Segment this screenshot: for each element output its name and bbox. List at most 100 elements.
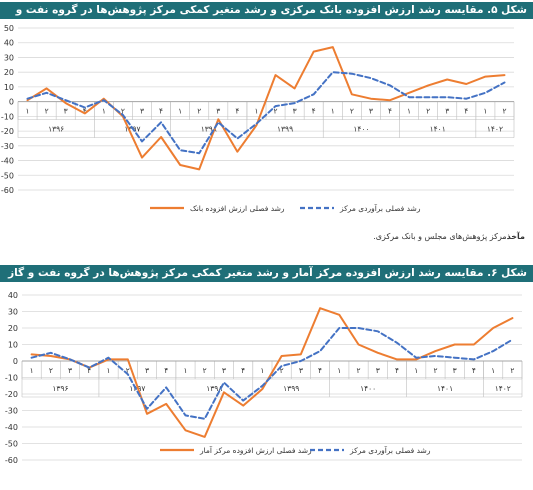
- chart1-quarter-label: ۳: [445, 107, 449, 116]
- chart1-ytick-label: 20: [4, 68, 14, 77]
- chart2-quarter-label: ۳: [299, 366, 303, 375]
- chart1-plot: 50 40 30 20 10 0 -10 -20 -30 -40 -50 -60 ۱ ۲ ۳ ۴ ۱ ۲ ۳ ۴ ۱ ۲ ۳…: [1, 24, 515, 213]
- chart2-year-label: ۱۳۹۶: [52, 384, 68, 393]
- chart2-quarter-label: ۱: [183, 366, 187, 375]
- chart1-quarter-label: ۱: [483, 107, 487, 116]
- chart1-quarter-label: ۲: [121, 107, 125, 116]
- chart1-quarter-label: ۳: [64, 107, 68, 116]
- chart1-quarter-label: ۳: [369, 107, 373, 116]
- chart2-quarter-label: ۳: [68, 366, 72, 375]
- chart2-year-label: ۱۳۹۹: [283, 384, 299, 393]
- chart1-quarter-label: ۴: [312, 107, 316, 116]
- chart1-quarter-label: ۱: [331, 107, 335, 116]
- chart2-plot: 40 30 20 10 0 -10 -20 -30 -40 -50 -60 ۱ ۲ ۳ ۴ ۱ ۲ ۳ ۴ ۱ ۲ ۳ ۴ ۱…: [5, 291, 523, 465]
- chart1-title: شکل ۵. مقایسه رشد ارزش افزوده بانک مرکزی…: [0, 2, 533, 33]
- chart1-quarter-label: ۱: [254, 107, 258, 116]
- chart2-ytick-label: 0: [13, 357, 18, 366]
- chart2-quarter-label: ۲: [510, 366, 514, 375]
- chart1-quarter-label: ۲: [426, 107, 430, 116]
- chart1-year-label: ۱۴۰۱: [430, 125, 446, 134]
- chart2-quarter-label: ۳: [376, 366, 380, 375]
- chart1-quarter-label: ۴: [235, 107, 239, 116]
- chart1-quarter-label: ۳: [140, 107, 144, 116]
- chart2-quarter-label: ۴: [472, 366, 476, 375]
- chart1-ytick-label: 0: [9, 98, 14, 107]
- chart1-ytick-label: 40: [4, 39, 14, 48]
- chart2-quarter-label: ۴: [87, 366, 91, 375]
- chart1-quarter-label: ۴: [464, 107, 468, 116]
- chart1-year-label: ۱۴۰۰: [353, 125, 369, 134]
- chart1-ytick-label: -10: [1, 112, 14, 121]
- chart2-year-label: ۱۳۹۸: [206, 384, 222, 393]
- chart2-ytick-label: -40: [5, 423, 18, 432]
- chart1-year-label: ۱۴۰۲: [487, 125, 503, 134]
- chart1-quarter-label: ۴: [83, 107, 87, 116]
- chart1-quarter-label: ۳: [293, 107, 297, 116]
- chart2-year-label: ۱۴۰۲: [495, 384, 511, 393]
- chart2-quarter-label: ۱: [30, 366, 34, 375]
- chart2-quarter-label: ۴: [241, 366, 245, 375]
- chart1-legend-label-0: رشد فصلی ارزش افزوده بانک: [190, 204, 285, 213]
- chart1-quarter-label: ۱: [178, 107, 182, 116]
- chart2-quarter-label: ۲: [280, 366, 284, 375]
- chart2-ytick-label: -10: [5, 374, 18, 383]
- chart1-ytick-label: -20: [1, 127, 14, 136]
- chart1-quarter-label: ۳: [216, 107, 220, 116]
- chart2-quarter-label: ۳: [222, 366, 226, 375]
- chart2-quarter-label: ۱: [260, 366, 264, 375]
- chart1-year-label: ۱۳۹۹: [277, 125, 293, 134]
- chart2-quarter-label: ۱: [337, 366, 341, 375]
- chart2-quarter-label: ۲: [126, 366, 130, 375]
- chart2-quarter-label: ۴: [395, 366, 399, 375]
- chart2-year-label: ۱۴۰۰: [360, 384, 376, 393]
- chart2-series-line-0: [30, 307, 514, 438]
- chart2-quarter-label: ۳: [145, 366, 149, 375]
- source-label: مآخذ: [506, 232, 525, 241]
- chart1-quarter-label: ۱: [102, 107, 106, 116]
- chart1-ytick-label: -30: [1, 142, 14, 151]
- chart1-quarter-label: ۲: [197, 107, 201, 116]
- source-note: مآخذمرکز پژوهش‌های مجلس و بانک مرکزی.: [0, 232, 533, 241]
- chart1-quarter-label: ۲: [274, 107, 278, 116]
- chart2-ytick-label: -50: [5, 440, 18, 449]
- chart2-ytick-label: 30: [8, 308, 18, 317]
- chart1-ytick-label: -60: [1, 186, 14, 195]
- chart2-quarter-label: ۱: [414, 366, 418, 375]
- chart2-ytick-label: -30: [5, 407, 18, 416]
- chart1-ytick-label: 10: [4, 83, 14, 92]
- chart1-series-line-1: [26, 71, 506, 155]
- chart1-quarter-label: ۲: [502, 107, 506, 116]
- chart1-quarter-label: ۴: [388, 107, 392, 116]
- chart1-ytick-label: 30: [4, 53, 14, 62]
- chart1-quarter-label: ۲: [45, 107, 49, 116]
- chart2-quarter-label: ۱: [491, 366, 495, 375]
- chart2-quarter-label: ۴: [164, 366, 168, 375]
- chart1-year-label: ۱۳۹۸: [201, 125, 217, 134]
- chart1-ytick-label: -50: [1, 171, 14, 180]
- chart2-ytick-label: 20: [8, 324, 18, 333]
- chart2-legend-label-0: رشد فصلی ارزش افزوده مرکز آمار: [199, 445, 312, 455]
- chart1-year-label: ۱۳۹۶: [48, 125, 64, 134]
- chart2-ytick-label: -60: [5, 456, 18, 465]
- chart2-quarter-label: ۲: [203, 366, 207, 375]
- chart1-quarter-label: ۴: [159, 107, 163, 116]
- chart2-year-label: ۱۴۰۱: [437, 384, 453, 393]
- chart2-quarter-label: ۲: [433, 366, 437, 375]
- chart2-quarter-label: ۴: [318, 366, 322, 375]
- chart1-ytick-label: -40: [1, 157, 14, 166]
- source-text: مرکز پژوهش‌های مجلس و بانک مرکزی.: [373, 232, 507, 241]
- chart1-quarter-label: ۱: [26, 107, 30, 116]
- chart2-ytick-label: -20: [5, 390, 18, 399]
- chart2-ytick-label: 40: [8, 291, 18, 300]
- chart2-series-line-1: [30, 327, 514, 420]
- chart2-quarter-label: ۲: [357, 366, 361, 375]
- chart1-quarter-label: ۱: [407, 107, 411, 116]
- chart1-ytick-label: 50: [4, 24, 14, 33]
- chart2-quarter-label: ۳: [453, 366, 457, 375]
- chart2-quarter-label: ۲: [49, 366, 53, 375]
- chart2-legend-label-1: رشد فصلی برآوردی مرکز: [349, 445, 431, 455]
- chart2-title: شکل ۶. مقایسه رشد ارزش افزوده مرکز آمار …: [0, 265, 533, 296]
- chart2-ytick-label: 10: [8, 341, 18, 350]
- chart1-legend-label-1: رشد فصلی برآوردی مرکز: [339, 203, 421, 213]
- chart2-quarter-label: ۱: [107, 366, 111, 375]
